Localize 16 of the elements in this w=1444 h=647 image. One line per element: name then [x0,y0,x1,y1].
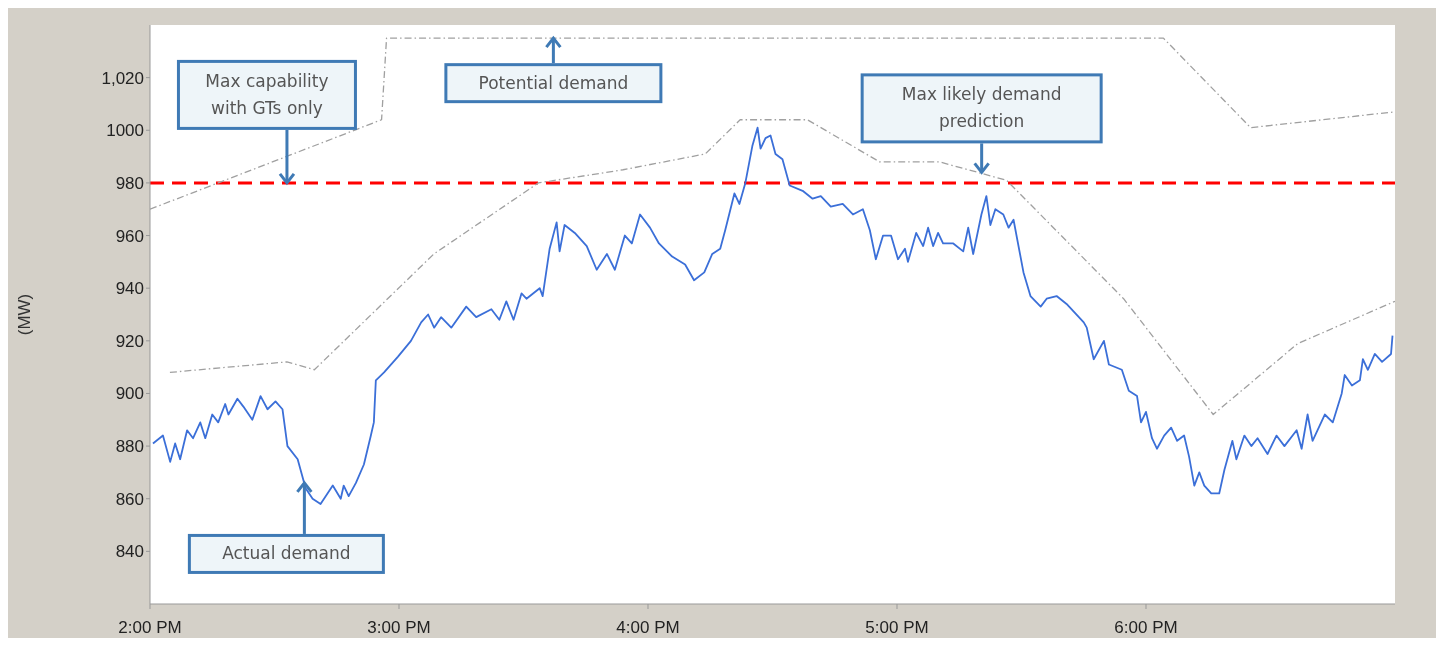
y-tick-label: 960 [115,226,144,246]
x-tick-label: 6:00 PM [1114,618,1178,638]
x-tick-label: 3:00 PM [367,618,431,638]
y-tick-label: 840 [115,542,144,562]
x-tick-label: 5:00 PM [865,618,929,638]
y-tick-label: 980 [115,173,144,193]
y-tick-label: 920 [115,331,144,351]
y-tick-label: 940 [115,279,144,299]
y-tick-label: 1,020 [101,68,144,88]
x-tick-label: 2:00 PM [118,618,182,638]
x-tick-label: 4:00 PM [616,618,680,638]
y-tick-label: 900 [115,384,144,404]
y-tick-label: 860 [115,489,144,509]
y-tick-label: 1000 [106,121,144,141]
y-tick-label: 880 [115,437,144,457]
y-axis-title: (MW) [15,293,35,336]
